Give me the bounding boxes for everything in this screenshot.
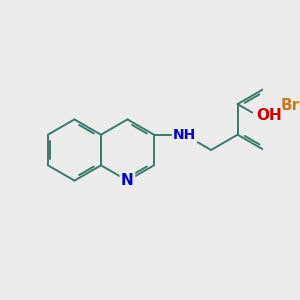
Text: Br: Br — [281, 98, 300, 113]
Text: NH: NH — [173, 128, 196, 142]
Text: N: N — [121, 173, 134, 188]
Text: OH: OH — [257, 108, 282, 123]
